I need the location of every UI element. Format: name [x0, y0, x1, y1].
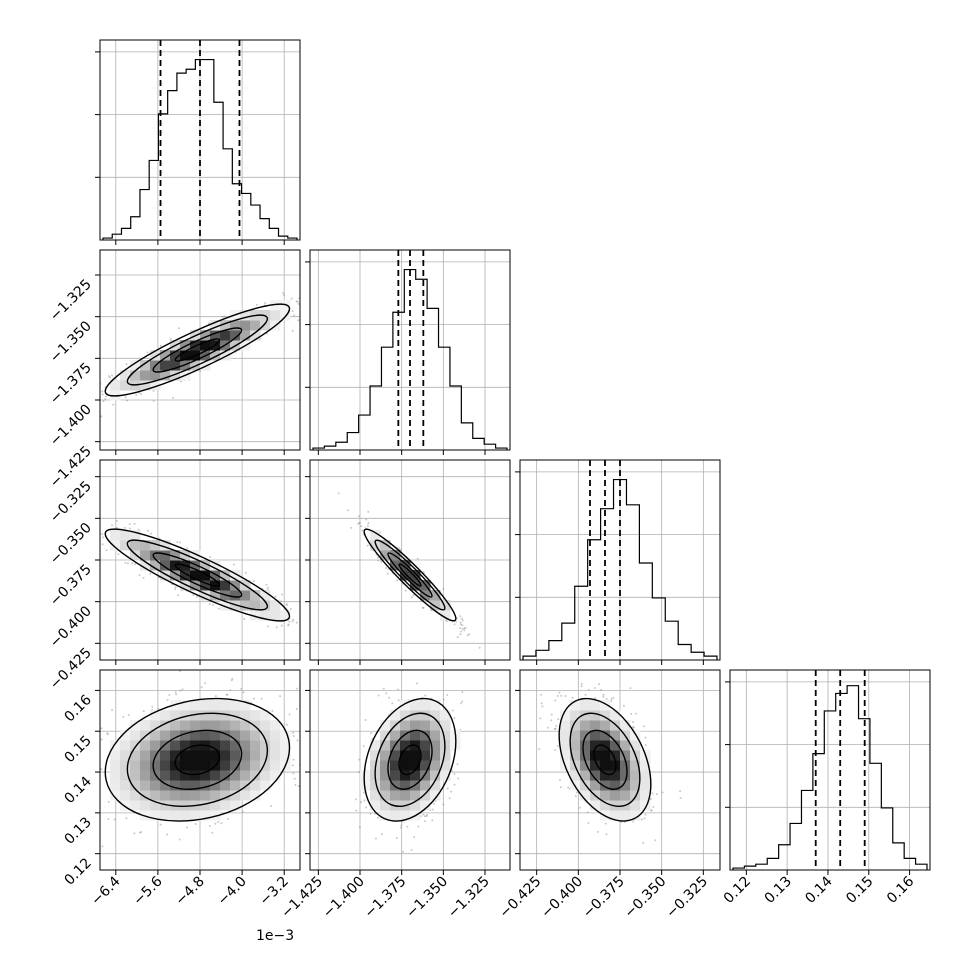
y-tick-label-p2-1: −0.400 [47, 603, 95, 651]
y-tick-label-p3-3: 0.15 [61, 733, 94, 766]
x-tick-label-p0-2: −4.8 [172, 874, 207, 909]
x-tick-label-p2-3: −0.350 [622, 874, 670, 922]
scatter-panel-2-1 [305, 459, 511, 665]
x-tick-label-p0-1: −5.6 [130, 873, 165, 908]
y-tick-label-p1-1: −1.400 [47, 402, 95, 450]
contour-2-0-0 [174, 563, 221, 587]
scatter-panel-3-2: −0.425−0.400−0.375−0.350−0.325 [497, 669, 721, 922]
y-tick-label-p1-2: −1.375 [47, 360, 95, 408]
contour-2-0-2 [126, 539, 269, 611]
contour-1-0-2 [126, 314, 269, 386]
y-tick-label-p2-2: −0.375 [47, 562, 95, 610]
y-tick-label-p3-2: 0.14 [61, 773, 94, 806]
x-tick-label-p2-4: −0.325 [663, 874, 711, 922]
contour-2-0-1 [152, 552, 243, 598]
contour-3-1-0 [398, 744, 422, 776]
x-tick-label-p2-2: −0.375 [580, 874, 628, 922]
x-tick-label-p1-4: −1.325 [445, 874, 493, 922]
histogram-1 [312, 268, 508, 450]
contour-3-1-2 [374, 712, 446, 808]
hist-panel-1 [305, 249, 511, 455]
contour-2-0-3 [104, 528, 291, 622]
density-3-0 [110, 700, 291, 821]
contour-3-2-3 [558, 697, 652, 822]
hist-panel-2 [515, 459, 721, 665]
y-tick-label-p2-3: −0.350 [47, 520, 95, 568]
x-tick-label-p2-1: −0.400 [538, 874, 586, 922]
contour-3-0-3 [104, 697, 291, 822]
density-1-0 [110, 300, 291, 401]
contour-3-1-1 [387, 729, 433, 790]
scatter-panel-3-1: −1.425−1.400−1.375−1.350−1.325 [278, 669, 511, 922]
contour-2-1-1 [387, 552, 433, 598]
hist-panel-3: 0.12 0.13 0.14 0.15 0.16 [721, 669, 931, 907]
scatter-panel-1-0: −1.425−1.400−1.375−1.350−1.325 [47, 249, 301, 491]
x-tick-label-p3-1: 0.13 [762, 874, 795, 907]
y-tick-label-p2-0: −0.425 [47, 645, 95, 693]
contour-3-2-0 [593, 744, 617, 776]
x-tick-label-p0-3: −4.0 [215, 874, 250, 909]
contour-1-0-1 [152, 327, 243, 373]
hist-panel-0 [95, 39, 301, 245]
x-tick-label-p3-2: 0.14 [802, 873, 835, 906]
contour-1-0-0 [174, 338, 221, 362]
scatter-panel-3-0: −6.4 −5.6 −4.8 −4.0 −3.20.120.130.140.150.16 [61, 669, 301, 909]
histogram-2 [522, 478, 718, 660]
x-tick-label-p3-0: 0.12 [721, 874, 754, 907]
contour-3-2-1 [582, 729, 628, 790]
contour-3-0-0 [174, 744, 221, 776]
histogram-0 [102, 58, 298, 240]
contour-1-0-3 [104, 303, 291, 397]
x-tick-label-p1-3: −1.350 [403, 874, 451, 922]
contour-3-0-1 [152, 729, 243, 790]
contour-3-1-3 [363, 697, 457, 822]
offset-text: 1e−3 [256, 928, 294, 944]
x-tick-label-p3-4: 0.16 [884, 873, 917, 906]
y-tick-label-p1-4: −1.325 [47, 277, 95, 325]
x-tick-label-p1-2: −1.375 [362, 874, 410, 922]
contour-2-1-0 [398, 563, 422, 587]
x-tick-label-p1-1: −1.400 [320, 874, 368, 922]
y-tick-label-p1-3: −1.350 [47, 318, 95, 366]
x-tick-label-p2-0: −0.425 [497, 874, 545, 922]
scatter-panel-2-0: −0.425−0.400−0.375−0.350−0.325 [47, 459, 301, 693]
y-tick-label-p3-4: 0.16 [61, 692, 94, 725]
contour-3-0-2 [126, 712, 269, 808]
contour-2-1-2 [374, 539, 446, 611]
x-tick-label-p0-0: −6.4 [88, 873, 123, 908]
contour-3-2-2 [569, 712, 641, 808]
y-tick-label-p3-1: 0.13 [61, 814, 94, 847]
x-tick-label-p3-3: 0.15 [843, 874, 876, 907]
y-tick-label-p3-0: 0.12 [61, 855, 94, 888]
histogram-3 [732, 685, 928, 870]
contour-2-1-3 [363, 528, 457, 622]
